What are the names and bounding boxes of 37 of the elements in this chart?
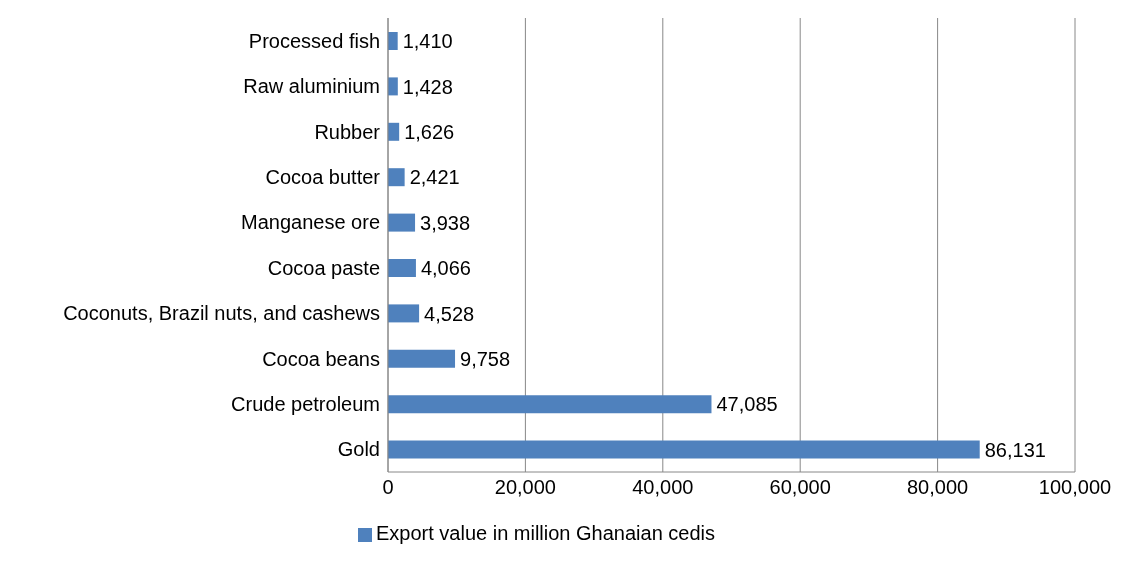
data-label: 47,085 [716, 393, 778, 416]
y-tick-label: Coconuts, Brazil nuts, and cashews [63, 302, 380, 325]
y-tick-label: Processed fish [248, 29, 380, 52]
bar [388, 395, 712, 414]
data-label: 86,131 [984, 438, 1046, 461]
y-tick-label: Cocoa butter [265, 166, 381, 188]
data-label: 1,428 [402, 75, 453, 98]
x-tick-label: 40,000 [632, 476, 694, 499]
x-tick-label: 20,000 [494, 476, 556, 499]
data-label: 4,066 [420, 257, 471, 280]
data-label: 3,938 [420, 211, 471, 234]
y-tick-label: Rubber [314, 120, 381, 143]
bar [388, 440, 980, 459]
bar [388, 304, 420, 323]
y-tick-label: Crude petroleum [231, 393, 380, 415]
bar [388, 77, 398, 96]
bar [388, 32, 398, 50]
bar [388, 259, 416, 277]
bar [388, 349, 456, 368]
bar [388, 168, 405, 187]
x-tick-label: 100,000 [1038, 476, 1112, 499]
y-tick-label: Cocoa paste [267, 256, 380, 279]
data-label: 1,626 [404, 120, 455, 143]
y-tick-label: Gold [337, 438, 380, 461]
y-tick-label: Manganese ore [241, 211, 380, 234]
y-tick-label: Raw aluminium [243, 75, 380, 98]
x-tick-label: 80,000 [907, 476, 969, 499]
bar [388, 213, 416, 232]
legend-label: Export value in million Ghanaian cedis [375, 522, 716, 544]
data-label: 1,410 [402, 30, 453, 53]
bar [388, 122, 400, 141]
data-label: 2,421 [409, 166, 460, 189]
data-label: 9,758 [460, 347, 511, 370]
y-tick-label: Cocoa beans [262, 347, 380, 370]
x-tick-label: 0 [382, 476, 394, 499]
x-tick-label: 60,000 [769, 476, 831, 499]
data-label: 4,528 [424, 302, 475, 325]
